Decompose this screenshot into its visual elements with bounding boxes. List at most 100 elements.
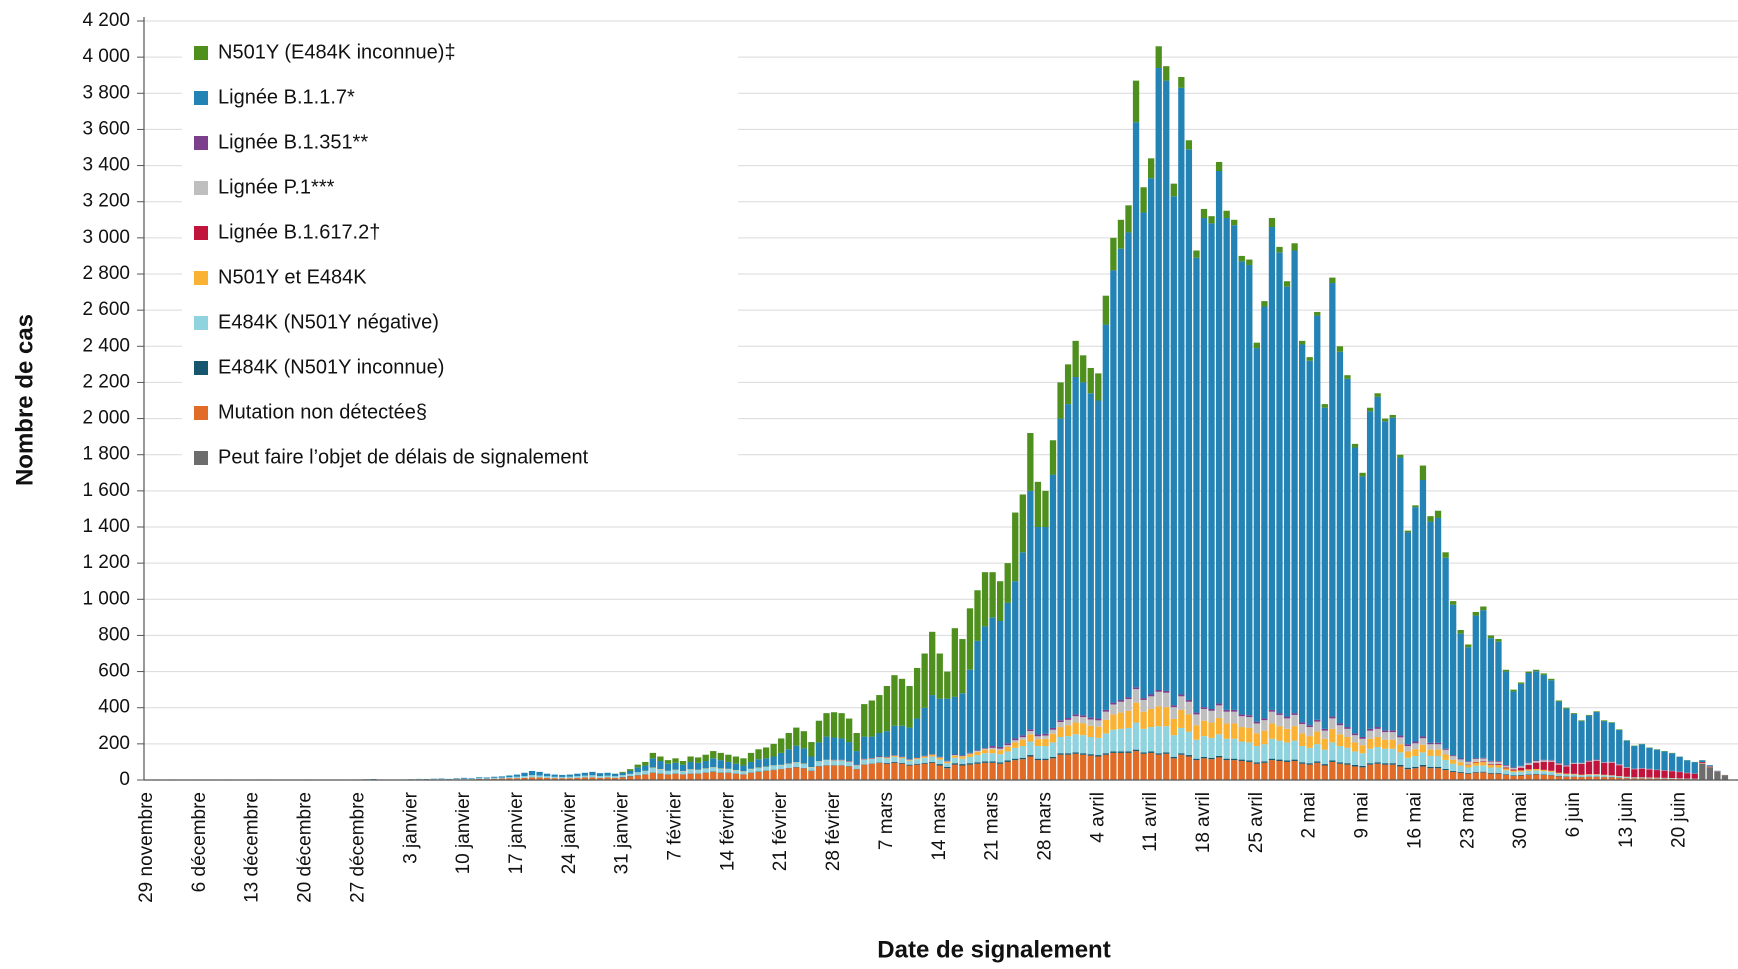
bar-segment	[679, 771, 687, 775]
bar-segment	[1276, 713, 1283, 715]
bar-segment	[1555, 772, 1562, 774]
bar-segment	[619, 775, 626, 777]
bar-segment	[1238, 761, 1245, 780]
bar-segment	[1163, 692, 1170, 708]
bar-segment	[1517, 775, 1525, 780]
bar-segment	[1080, 715, 1087, 718]
bar-segment	[1548, 759, 1555, 761]
bar-segment	[1185, 140, 1193, 150]
x-tick-label: 27 décembre	[347, 792, 368, 903]
bar-segment	[1306, 763, 1313, 765]
bar-segment	[1495, 772, 1502, 774]
bar-segment	[891, 756, 898, 762]
bar-segment	[861, 704, 868, 737]
bar-segment	[1080, 753, 1087, 755]
bar-segment	[1555, 776, 1562, 780]
bar-segment	[1502, 765, 1510, 766]
bar-segment	[929, 695, 936, 755]
x-tick-label: 30 mai	[1510, 792, 1531, 849]
bar-segment	[1548, 770, 1555, 772]
bar-segment	[876, 762, 883, 780]
bar-segment	[1314, 721, 1321, 732]
bar-segment	[1434, 766, 1442, 769]
bar-segment	[1623, 778, 1630, 780]
bar-segment	[566, 778, 573, 780]
bar-segment	[1397, 766, 1404, 780]
bar-segment	[997, 754, 1004, 763]
bar-segment	[1495, 639, 1502, 642]
bar-segment	[868, 736, 875, 758]
bar-segment	[1540, 771, 1547, 775]
bar-segment	[1027, 729, 1034, 732]
bar-segment	[1661, 770, 1668, 778]
bar-segment	[1253, 746, 1260, 763]
bar-segment	[1533, 768, 1540, 771]
bar-segment	[1306, 747, 1313, 764]
y-tick-label: 600	[98, 661, 130, 682]
bar-segment	[1268, 738, 1276, 759]
bar-segment	[1487, 773, 1495, 780]
bar-segment	[1344, 764, 1351, 780]
bar-segment	[1653, 777, 1661, 779]
bar-segment	[1472, 762, 1479, 766]
bar-segment	[1125, 751, 1132, 753]
bar-segment	[830, 765, 838, 780]
bar-segment	[506, 775, 513, 778]
bar-segment	[951, 755, 958, 758]
bar-segment	[1019, 746, 1026, 758]
bar-segment	[1366, 407, 1374, 412]
bar-segment	[1170, 183, 1177, 197]
bar-segment	[1329, 277, 1336, 284]
bar-segment	[1668, 771, 1676, 779]
bar-segment	[959, 765, 966, 780]
bar-segment	[1238, 255, 1245, 262]
bar-segment	[1631, 778, 1638, 780]
bar-segment	[1419, 765, 1427, 767]
bar-segment	[642, 774, 649, 780]
bar-segment	[1102, 295, 1109, 325]
bar-segment	[1231, 225, 1238, 710]
bar-segment	[1465, 647, 1472, 762]
bar-segment	[861, 758, 868, 760]
bar-segment	[1389, 763, 1396, 765]
x-tick-label: 31 janvier	[612, 791, 633, 874]
bar-segment	[1646, 777, 1653, 779]
bar-segment	[491, 778, 498, 780]
bar-segment	[1087, 393, 1094, 718]
bar-segment	[1525, 764, 1532, 770]
legend-label: E484K (N501Y négative)	[218, 311, 439, 333]
bar-segment	[672, 758, 679, 763]
bar-segment	[1404, 530, 1411, 533]
bar-segment	[1200, 217, 1208, 708]
bar-segment	[544, 777, 551, 780]
bar-segment	[1049, 756, 1057, 759]
bar-segment	[1027, 734, 1034, 742]
bar-segment	[1253, 763, 1260, 780]
bar-segment	[1049, 733, 1057, 743]
y-tick-label: 4 200	[82, 10, 130, 31]
bar-segment	[913, 759, 921, 764]
bar-segment	[1336, 762, 1344, 764]
bar-segment	[740, 774, 747, 780]
x-tick-label: 11 avril	[1140, 792, 1161, 852]
bar-segment	[793, 767, 800, 780]
bar-segment	[1004, 746, 1011, 752]
bar-segment	[1382, 421, 1389, 731]
bar-segment	[1064, 404, 1072, 719]
bar-segment	[921, 756, 928, 758]
bar-segment	[1185, 731, 1193, 756]
bar-segment	[1570, 713, 1578, 715]
bar-segment	[1125, 699, 1132, 711]
bar-segment	[838, 765, 845, 780]
bar-segment	[1155, 726, 1162, 754]
bar-segment	[717, 752, 724, 761]
bar-segment	[1457, 630, 1464, 634]
x-tick-label: 23 mai	[1457, 792, 1478, 849]
bar-segment	[1450, 771, 1457, 780]
bar-segment	[1238, 716, 1245, 728]
bar-segment	[1517, 765, 1525, 767]
bar-segment	[1344, 378, 1351, 728]
bar-segment	[793, 762, 800, 767]
bar-segment	[868, 763, 875, 780]
bar-segment	[1155, 753, 1162, 755]
